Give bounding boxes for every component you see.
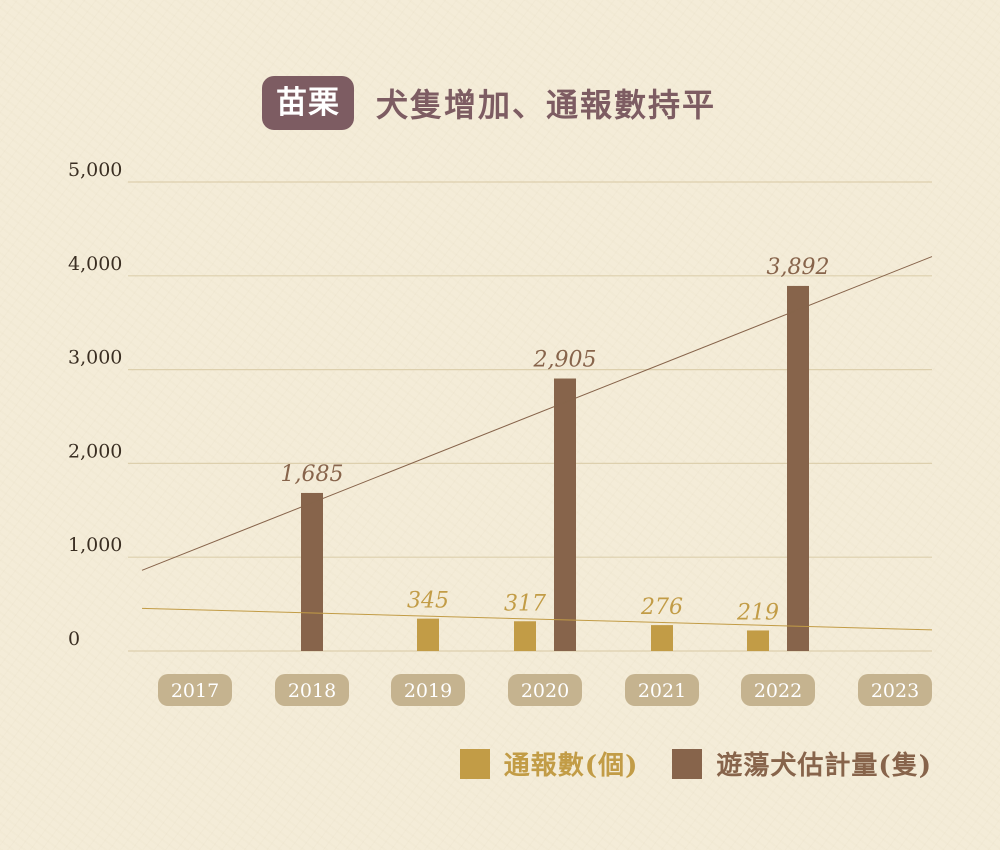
value-label-reports-2021: 276 (640, 595, 683, 620)
value-label-dogs-2020: 2,905 (533, 348, 597, 373)
ytick-label-2000: 2,000 (68, 440, 122, 462)
year-pill-2023 (858, 674, 932, 706)
ytick-label-3000: 3,000 (68, 347, 122, 369)
year-label-2017: 2017 (171, 680, 219, 702)
legend-label-reports: 通報數(個) (503, 751, 639, 781)
value-label-dogs-2018: 1,685 (281, 462, 344, 487)
value-label-reports-2022: 219 (736, 600, 779, 625)
bar-reports-2020 (514, 621, 536, 651)
bars (301, 285, 809, 651)
year-label-2022: 2022 (754, 680, 802, 702)
legend-item-reports: 通報數(個) (459, 745, 639, 782)
value-labels: 1,685 345 317 2,905 276 219 3,892 (281, 255, 830, 626)
year-label-2018: 2018 (288, 680, 336, 702)
ytick-label-1000: 1,000 (68, 534, 122, 556)
legend-swatch-reports (459, 748, 490, 779)
year-pill-2021 (625, 674, 699, 706)
trendline-reports (141, 607, 933, 631)
year-label-2020: 2020 (521, 680, 569, 702)
year-label-2021: 2021 (638, 680, 686, 702)
bar-dogs-2020 (554, 378, 576, 651)
ytick-label-4000: 4,000 (68, 253, 122, 275)
trendline-dogs (141, 256, 933, 571)
year-pill-2020 (508, 674, 582, 706)
chart-header: 苗栗 犬隻增加、通報數持平 (262, 76, 716, 130)
value-label-reports-2020: 317 (504, 591, 546, 616)
bar-dogs-2022 (787, 285, 809, 651)
bar-reports-2022 (747, 630, 769, 651)
year-pill-2022 (741, 674, 815, 706)
bar-dogs-2018 (301, 492, 323, 651)
trendlines (141, 256, 933, 631)
year-pill-2019 (391, 674, 465, 706)
bar-reports-2019 (417, 618, 439, 651)
legend-swatch-dogs (672, 748, 703, 779)
year-pill-2018 (275, 674, 349, 706)
value-label-reports-2019: 345 (407, 589, 449, 614)
chart-title: 犬隻增加、通報數持平 (376, 86, 717, 124)
region-badge: 苗栗 (262, 76, 354, 130)
legend-item-dogs: 遊蕩犬估計量(隻) (672, 745, 932, 782)
ytick-label-0: 0 (68, 628, 80, 650)
year-label-2023: 2023 (871, 680, 919, 702)
legend: 通報數(個) 遊蕩犬估計量(隻) (426, 745, 932, 782)
legend-label-dogs: 遊蕩犬估計量(隻) (716, 751, 932, 781)
y-axis-ticks: 0 1,000 2,000 3,000 4,000 5,000 (68, 159, 122, 650)
bar-reports-2021 (651, 625, 673, 651)
ytick-label-5000: 5,000 (68, 159, 122, 181)
x-axis-year-pills: 2017 2018 2019 2020 2021 2022 2023 (158, 674, 932, 706)
year-pill-2017 (158, 674, 232, 706)
value-label-dogs-2022: 3,892 (767, 255, 830, 280)
year-label-2019: 2019 (404, 680, 452, 702)
